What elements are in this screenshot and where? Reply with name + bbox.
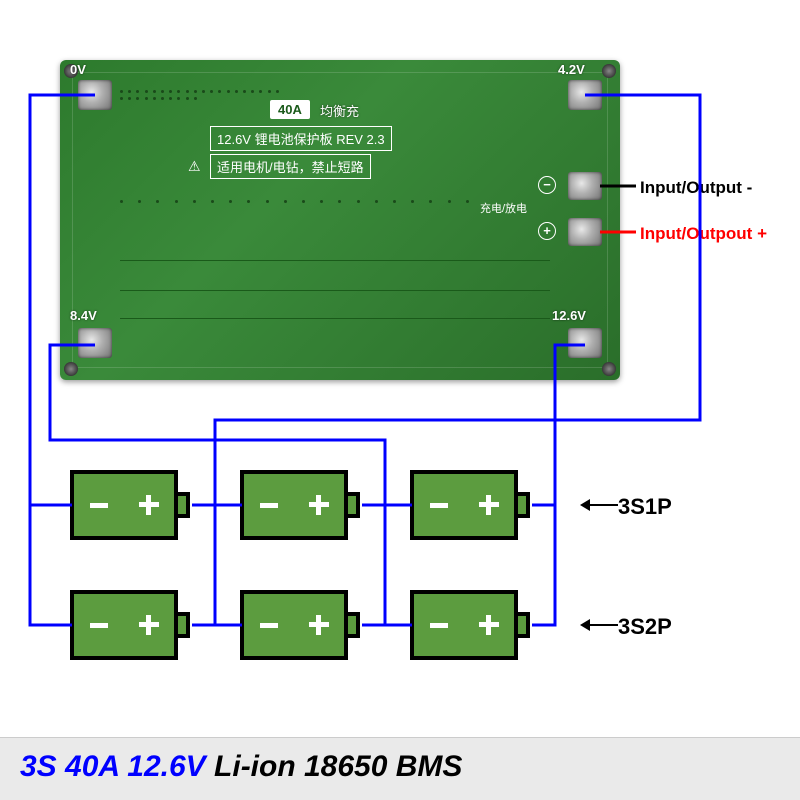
diagram-title: 3S 40A 12.6V Li-ion 18650 BMS <box>0 737 800 800</box>
minus-icon: − <box>538 176 556 194</box>
pcb-trace-icon <box>120 290 550 291</box>
pad-label-8v4: 8.4V <box>70 308 97 323</box>
pcb-trace-icon <box>120 318 550 319</box>
pad-label-12v6: 12.6V <box>552 308 586 323</box>
battery-cell <box>240 590 360 660</box>
warning-icon: ⚠ <box>188 158 201 175</box>
pad-label-0v: 0V <box>70 62 86 77</box>
pcb-trace-icon <box>120 260 550 261</box>
diagram-canvas: 40A 均衡充 12.6V 锂电池保护板 REV 2.3 ⚠ 适用电机/电钻，禁… <box>0 0 800 800</box>
pad-12v6 <box>568 328 602 358</box>
bms-pcb-board: 40A 均衡充 12.6V 锂电池保护板 REV 2.3 ⚠ 适用电机/电钻，禁… <box>60 60 620 380</box>
pad-label-4v2: 4.2V <box>558 62 585 77</box>
config-3s2p-label: 3S2P <box>618 614 672 640</box>
pad-4v2 <box>568 80 602 110</box>
battery-cell <box>70 590 190 660</box>
via-array-icon <box>120 90 280 100</box>
pad-0v <box>78 80 112 110</box>
pcb-title-silk: 12.6V 锂电池保护板 REV 2.3 <box>210 126 392 151</box>
arrow-left-icon <box>580 616 618 634</box>
balance-badge: 均衡充 <box>320 101 359 120</box>
pad-8v4 <box>78 328 112 358</box>
plus-icon: + <box>538 222 556 240</box>
via-array-icon <box>120 200 480 203</box>
pad-io-negative <box>568 172 602 200</box>
pcb-warning-silk: 适用电机/电钻，禁止短路 <box>210 154 371 179</box>
arrow-left-icon <box>580 496 618 514</box>
config-3s1p-label: 3S1P <box>618 494 672 520</box>
battery-cell <box>240 470 360 540</box>
io-negative-label: Input/Output - <box>640 178 752 198</box>
battery-cell <box>410 590 530 660</box>
battery-cell <box>70 470 190 540</box>
screw-hole-icon <box>602 362 616 376</box>
pad-io-positive <box>568 218 602 246</box>
screw-hole-icon <box>64 362 78 376</box>
amp-rating-badge: 40A <box>270 100 310 119</box>
title-primary: 3S 40A 12.6V <box>20 750 206 783</box>
battery-cell <box>410 470 530 540</box>
io-positive-label: Input/Outpout + <box>640 224 767 244</box>
screw-hole-icon <box>602 64 616 78</box>
charge-discharge-label: 充电/放电 <box>480 200 527 216</box>
title-secondary: Li-ion 18650 BMS <box>214 750 462 783</box>
